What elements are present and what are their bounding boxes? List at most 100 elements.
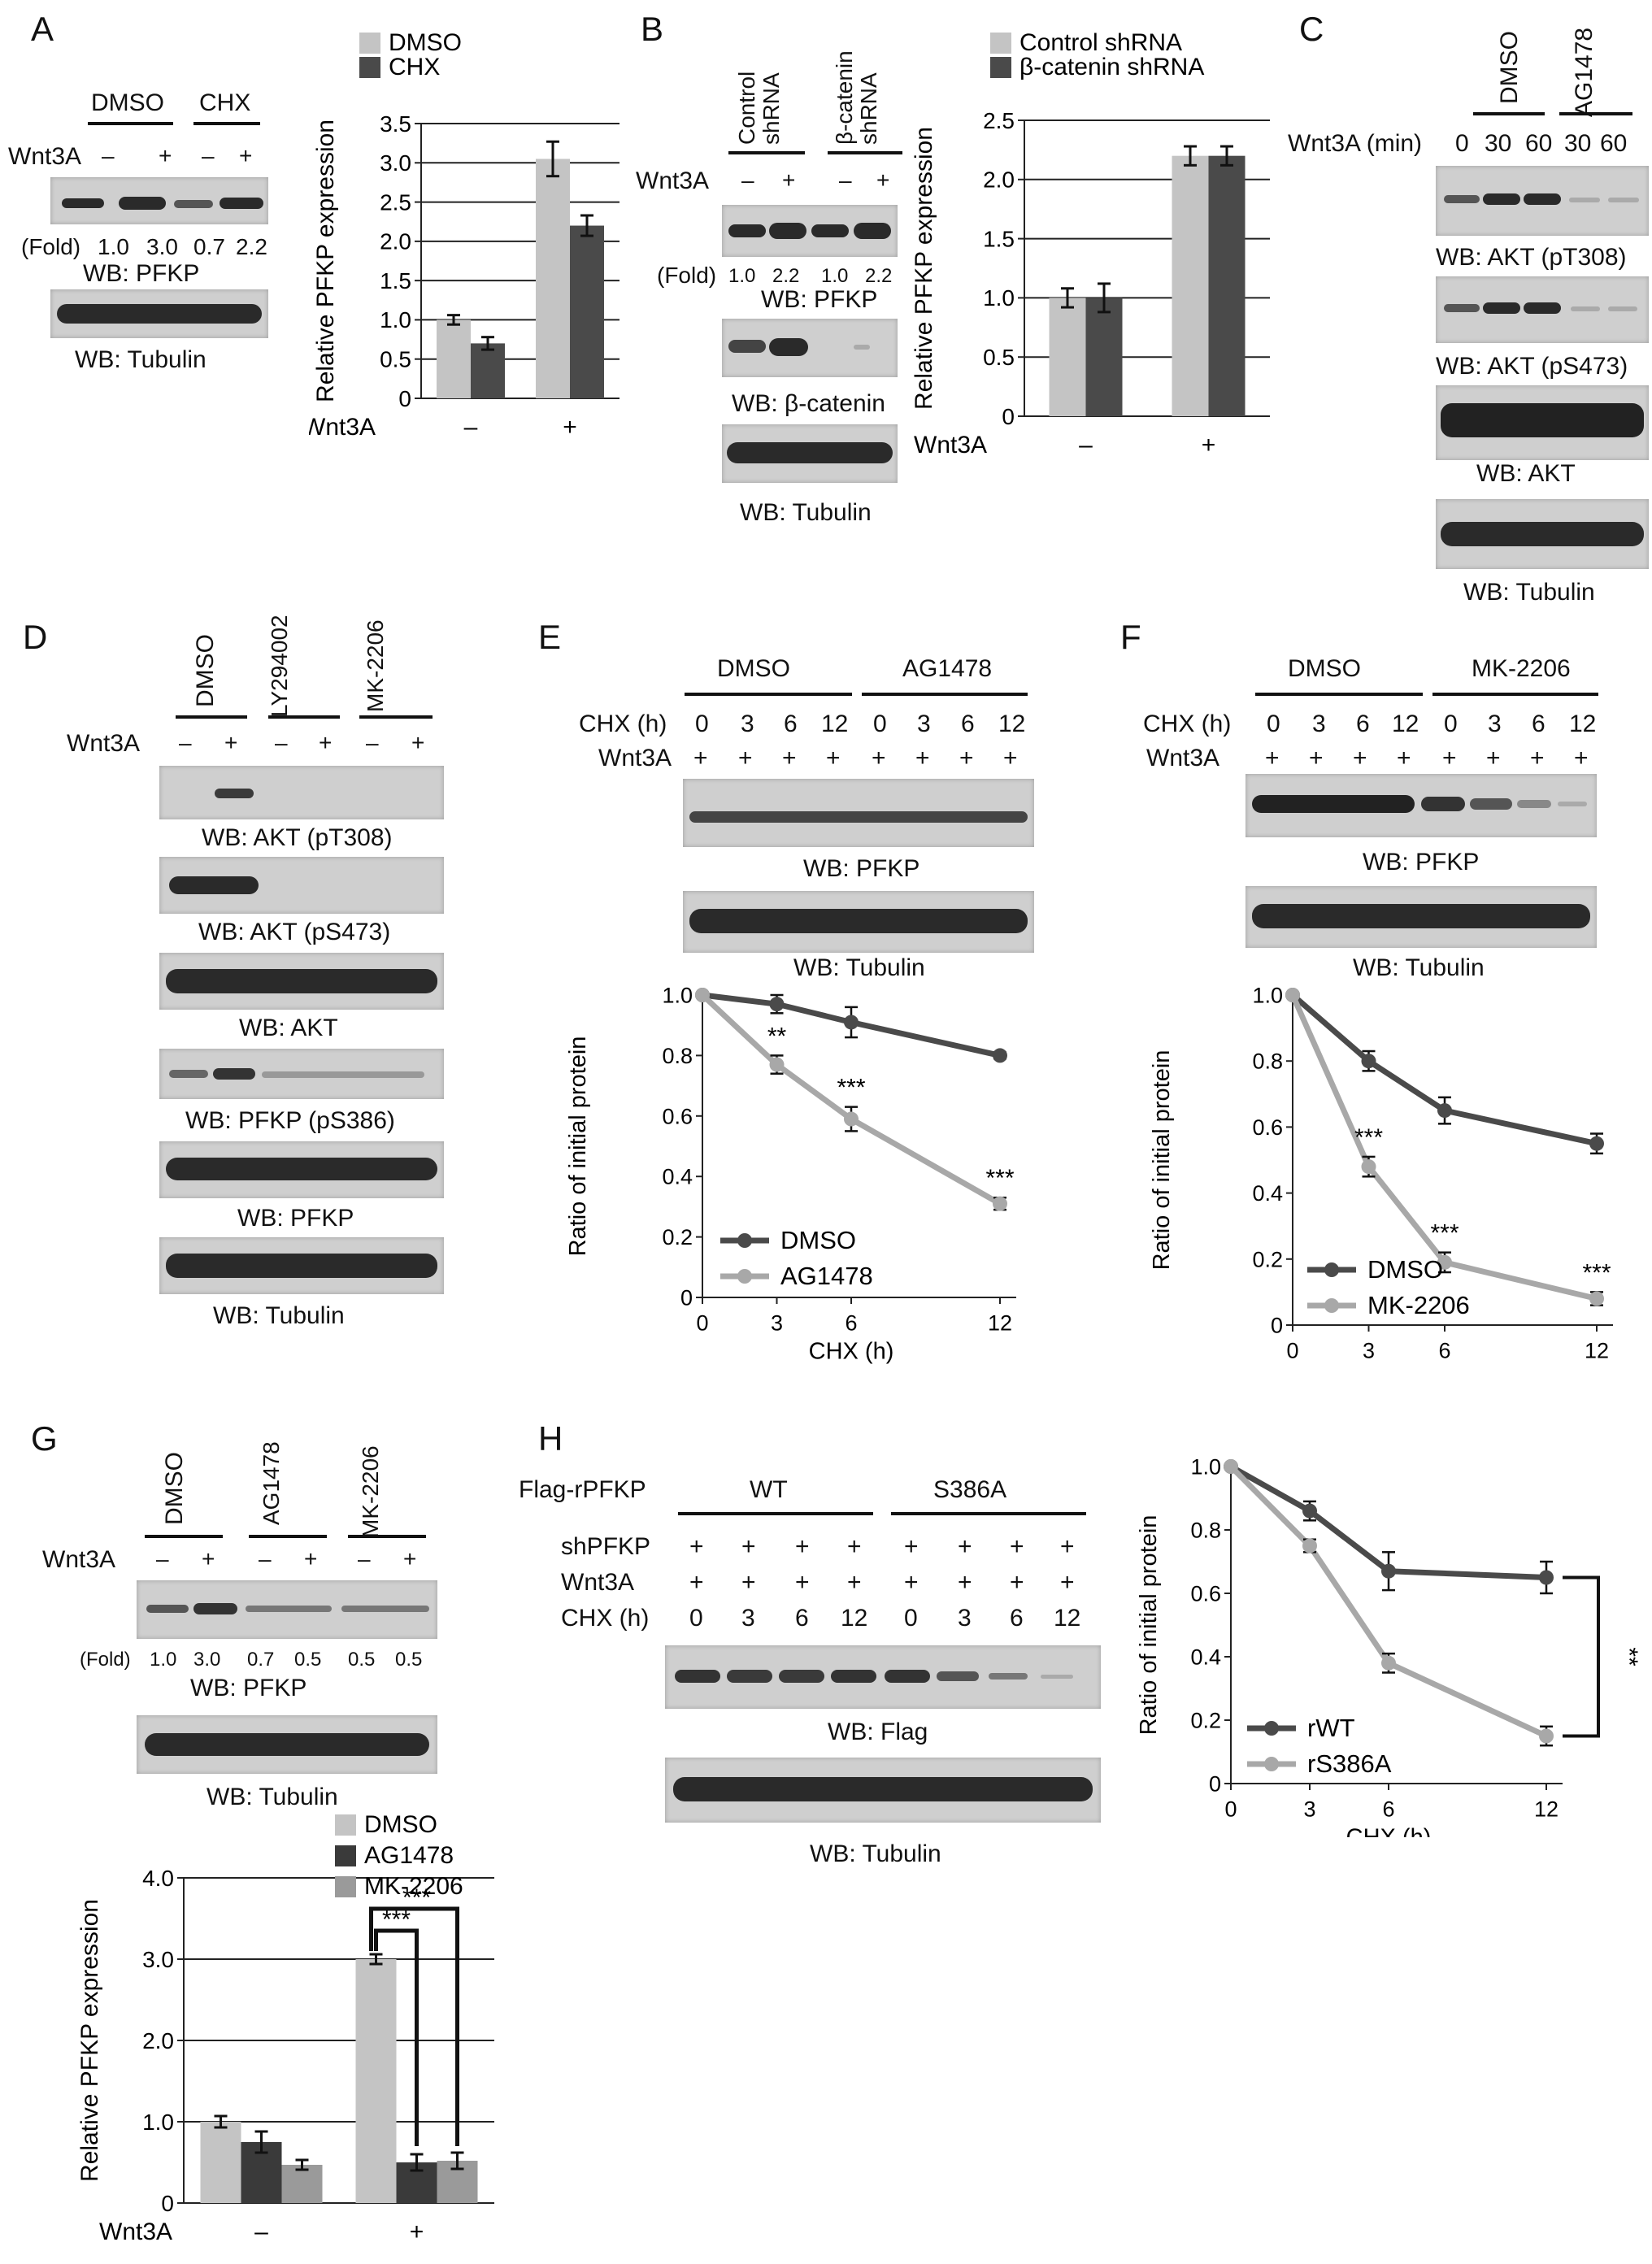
group-label-dmso: DMSO — [192, 634, 219, 707]
series-line — [1228, 1464, 1548, 1739]
blot-image-tubulin — [1246, 886, 1597, 948]
sign: – — [102, 143, 115, 168]
y-tick-label: 1.0 — [983, 285, 1015, 311]
blot-label: WB: Tubulin — [206, 1784, 338, 1810]
blot-image-pfkp — [1246, 774, 1597, 837]
blot-label: WB: AKT (pT308) — [202, 824, 393, 851]
fold-value: 2.2 — [236, 234, 267, 259]
group-label-dmso: DMSO — [1288, 655, 1361, 682]
blot-label: WB: AKT (pS473) — [1436, 353, 1628, 380]
group-underline — [359, 715, 433, 719]
fold-value: 1.0 — [821, 265, 849, 287]
time-value: 12 — [998, 710, 1026, 737]
fold-value: 3.0 — [146, 234, 178, 259]
sign: – — [839, 167, 852, 193]
group-label-ag1478: AG1478 — [1571, 27, 1598, 117]
blot-image-akt-ps473 — [1436, 276, 1649, 343]
time-value: 0 — [1444, 710, 1458, 737]
data-point — [1302, 1503, 1317, 1519]
plus-sign: + — [1010, 1569, 1024, 1596]
legend-label: rWT — [1307, 1714, 1355, 1742]
group-label-control-shrna: Control shRNA — [734, 71, 784, 145]
y-tick-label: 0.2 — [662, 1225, 693, 1249]
plus-sign: + — [847, 1533, 862, 1560]
flag-rpfkp-label: Flag-rPFKP — [519, 1476, 646, 1503]
plus-sign: + — [872, 745, 886, 771]
x-axis-label: CHX (h) — [1346, 1825, 1432, 1837]
blot-image-beta-catenin — [722, 319, 898, 377]
group-label-ly294002: LY294002 — [267, 615, 292, 717]
group-underline — [1473, 112, 1545, 115]
blot-label: WB: Tubulin — [740, 499, 872, 526]
panel-label-d: D — [23, 618, 48, 656]
time-value: 0 — [1267, 710, 1280, 737]
sign: – — [156, 1546, 169, 1571]
data-point — [1437, 1103, 1452, 1119]
time-value: 3 — [741, 1605, 755, 1632]
legend-marker — [1264, 1721, 1279, 1736]
y-tick-label: 3.5 — [380, 111, 411, 137]
sign: + — [202, 1546, 215, 1571]
plus-sign: + — [795, 1569, 810, 1596]
time-value: 12 — [841, 1605, 868, 1632]
fold-value: 2.2 — [772, 265, 800, 287]
chart-b: 0 0.5 1.0 1.5 2.0 2.5 – + Wnt3A Relative PFKP exp… — [902, 16, 1293, 458]
y-tick-label: 1.0 — [1190, 1455, 1221, 1479]
chart-g-svg: 0 1.0 2.0 3.0 4.0 – + Wnt3A Relative PFKP expres… — [76, 1811, 494, 2245]
time-value: 0 — [1455, 130, 1469, 157]
group-underline — [1559, 112, 1632, 115]
blot-label: WB: PFKP — [803, 855, 920, 882]
sign: – — [741, 167, 754, 193]
blot-label: WB: AKT — [239, 1015, 338, 1041]
data-point — [1437, 1254, 1452, 1270]
y-tick-label: 1.0 — [380, 307, 411, 332]
group-label-dmso: DMSO — [161, 1452, 188, 1525]
time-value: 30 — [1564, 130, 1592, 157]
blot-image-tubulin — [137, 1715, 437, 1774]
panel-label-b: B — [641, 10, 664, 48]
chart-b-svg: 0 0.5 1.0 1.5 2.0 2.5 – + Wnt3A Relative PFKP exp… — [911, 29, 1270, 458]
data-point — [993, 1048, 1007, 1063]
y-tick-label: 0.6 — [1190, 1581, 1221, 1606]
legend-marker — [1324, 1262, 1339, 1277]
blot-label: WB: Tubulin — [213, 1302, 345, 1329]
blot-image-pfkp — [159, 1141, 444, 1198]
y-tick-label: 1.0 — [662, 984, 693, 1007]
time-value: 0 — [873, 710, 887, 737]
group-underline — [685, 693, 852, 696]
blot-image-akt-pt308 — [1436, 166, 1649, 236]
x-axis-label: CHX (h) — [809, 1339, 894, 1365]
legend-label: AG1478 — [364, 1842, 454, 1869]
y-tick-label: 0.5 — [380, 347, 411, 372]
blot-label: WB: Flag — [828, 1719, 928, 1745]
plus-sign: + — [904, 1533, 919, 1560]
data-point — [1224, 1459, 1238, 1474]
legend-label: DMSO — [389, 29, 462, 56]
y-tick-label: 2.0 — [380, 229, 411, 254]
chx-h-label: CHX (h) — [579, 710, 667, 737]
plus-sign: + — [693, 745, 708, 771]
chart-a-svg: 0 0.5 1.0 1.5 2.0 2.5 3.0 3.5 – + Wnt3A Relative PF… — [302, 29, 620, 441]
data-point — [1589, 1136, 1604, 1151]
time-value: 12 — [821, 710, 849, 737]
time-value: 6 — [784, 710, 798, 737]
blot-label: WB: Tubulin — [1353, 954, 1485, 981]
blot-label: WB: Tubulin — [793, 954, 925, 981]
fold-value: 1.0 — [728, 265, 756, 287]
x-tick-label: 12 — [1534, 1797, 1559, 1822]
fold-value: 0.5 — [348, 1649, 376, 1671]
legend-label: CHX — [389, 54, 440, 80]
y-tick-label: 0.5 — [983, 345, 1015, 370]
fold-label: (Fold) — [21, 234, 81, 259]
x-tick-label: 12 — [1585, 1339, 1609, 1363]
wnt3a-label: Wnt3A — [42, 1546, 116, 1573]
bar — [281, 2165, 323, 2203]
plus-sign: + — [1530, 745, 1545, 771]
time-value: 30 — [1485, 130, 1512, 157]
blot-image-pfkp — [683, 779, 1034, 847]
plus-sign: + — [689, 1533, 704, 1560]
y-tick-label: 0 — [1271, 1313, 1283, 1337]
x-tick-label: – — [464, 414, 478, 439]
group-underline — [249, 1535, 327, 1538]
